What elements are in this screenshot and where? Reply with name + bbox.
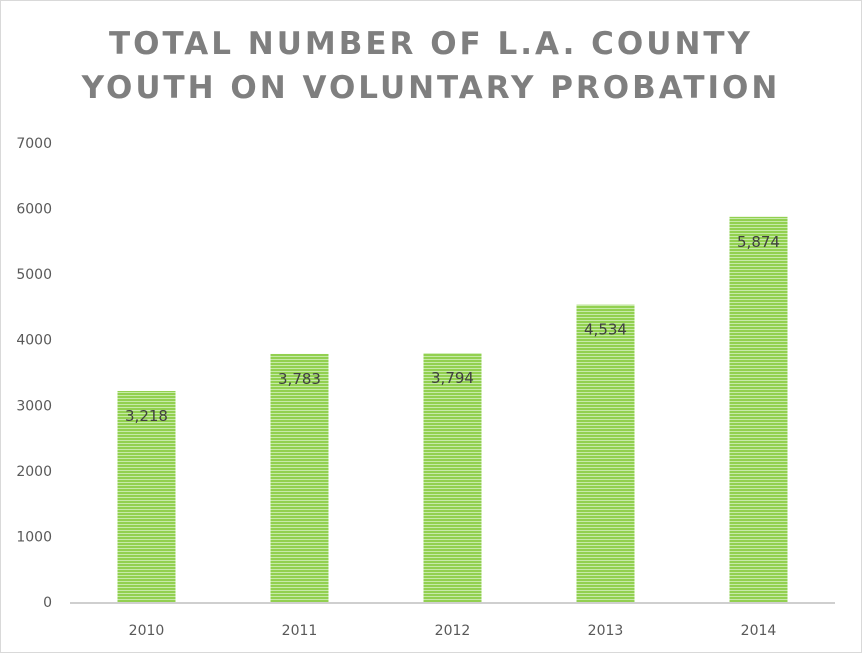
- bar-2010: [117, 390, 176, 602]
- bar-2013: [576, 304, 635, 602]
- x-tick-label: 2011: [282, 623, 318, 639]
- y-tick-label: 2000: [16, 464, 52, 480]
- data-label-2014: 5,874: [737, 233, 780, 251]
- y-tick-label: 1000: [16, 529, 52, 545]
- x-tick-label: 2013: [588, 623, 624, 639]
- data-label-2013: 4,534: [584, 321, 627, 339]
- y-tick-label: 4000: [16, 333, 52, 349]
- y-tick-label: 3000: [16, 398, 52, 414]
- y-tick-label: 0: [43, 595, 52, 611]
- chart-title-line-2: YOUTH ON VOLUNTARY PROBATION: [81, 70, 781, 106]
- data-label-2011: 3,783: [278, 370, 321, 388]
- x-tick-label: 2014: [741, 623, 777, 639]
- data-label-2012: 3,794: [431, 369, 474, 387]
- x-tick-label: 2012: [435, 623, 471, 639]
- y-tick-label: 5000: [16, 267, 52, 283]
- y-tick-label: 6000: [16, 202, 52, 218]
- y-tick-label: 7000: [16, 136, 52, 152]
- bar-2012: [423, 353, 482, 602]
- bar-2014: [729, 216, 788, 602]
- chart-title-line-1: TOTAL NUMBER OF L.A. COUNTY: [108, 26, 753, 62]
- data-label-2010: 3,218: [125, 407, 168, 425]
- x-tick-label: 2010: [129, 623, 165, 639]
- bar-2011: [270, 353, 329, 602]
